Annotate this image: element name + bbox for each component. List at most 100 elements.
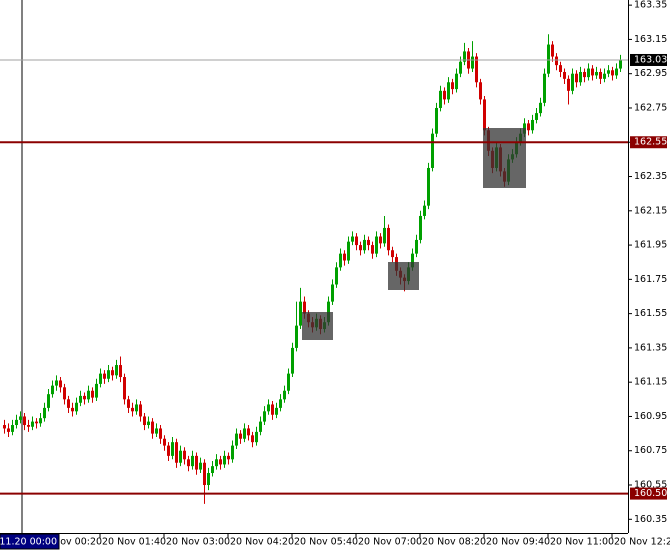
candle-body xyxy=(415,239,418,254)
candle-body xyxy=(299,301,302,326)
candle-body xyxy=(443,90,446,100)
candle-body xyxy=(375,236,378,254)
candle-body xyxy=(563,71,566,79)
y-tick-label: 160.75 xyxy=(634,445,667,456)
candle-body xyxy=(11,425,14,432)
candle-body xyxy=(599,71,602,79)
candle-body xyxy=(139,404,142,417)
candle-body xyxy=(175,442,178,463)
candle-body xyxy=(279,399,282,408)
candle-body xyxy=(439,90,442,108)
candle-body xyxy=(559,65,562,72)
candle-body xyxy=(331,284,334,302)
candle-body xyxy=(463,51,466,62)
candle-body xyxy=(187,459,190,467)
candle-body xyxy=(55,380,58,386)
price-level-label: 160.50 xyxy=(634,488,667,499)
candle-body xyxy=(151,421,154,434)
y-tick-label: 162.35 xyxy=(634,171,667,182)
candle-body xyxy=(271,404,274,415)
candle-body xyxy=(391,250,394,258)
x-tick-label: 20 Nov 08:20 xyxy=(422,537,486,548)
crosshair-time-box xyxy=(0,533,60,550)
candle-body xyxy=(567,78,570,91)
candle-body xyxy=(3,425,6,429)
highlight-box xyxy=(388,262,419,290)
candle-body xyxy=(587,68,590,78)
candle-body xyxy=(455,73,458,90)
candle-body xyxy=(203,462,206,486)
candle-body xyxy=(91,390,94,398)
candle-body xyxy=(423,205,426,216)
candle-body xyxy=(303,301,306,314)
x-tick-label: 20 Nov 07:00 xyxy=(358,537,422,548)
candle-body xyxy=(343,253,346,261)
candle-body xyxy=(27,425,30,427)
candle-body xyxy=(15,419,18,426)
candle-body xyxy=(615,68,618,76)
candle-body xyxy=(223,455,226,465)
price-level-box xyxy=(630,136,667,149)
candle-body xyxy=(283,390,286,400)
candle-body xyxy=(611,70,614,76)
candle-body xyxy=(111,370,114,376)
candle-body xyxy=(583,71,586,78)
candle-body xyxy=(167,445,170,456)
highlight-box xyxy=(302,312,333,340)
y-tick-label: 163.35 xyxy=(634,0,667,11)
y-tick-label: 161.55 xyxy=(634,308,667,319)
candle-body xyxy=(23,416,26,426)
candle-body xyxy=(219,459,222,465)
candle-body xyxy=(199,462,202,470)
candle-body xyxy=(359,245,362,251)
y-tick-label: 160.55 xyxy=(634,480,667,491)
candle-body xyxy=(535,113,538,120)
candle-body xyxy=(179,450,182,463)
candle-body xyxy=(259,421,262,432)
candle-body xyxy=(459,61,462,74)
candle-body xyxy=(291,347,294,374)
candle-body xyxy=(59,380,62,388)
candle-body xyxy=(367,239,370,246)
y-tick-label: 162.15 xyxy=(634,205,667,216)
y-tick-label: 161.95 xyxy=(634,240,667,251)
candle-body xyxy=(215,459,218,467)
candle-body xyxy=(195,455,198,470)
x-tick-label: 20 Nov 12:20 xyxy=(614,537,670,548)
candle-body xyxy=(471,56,474,69)
candle-body xyxy=(435,107,438,134)
candle-body xyxy=(63,387,66,400)
candle-body xyxy=(411,253,414,268)
candle-body xyxy=(123,377,126,400)
candle-body xyxy=(35,421,38,424)
candle-body xyxy=(419,215,422,240)
y-tick-label: 160.95 xyxy=(634,411,667,422)
highlight-box xyxy=(483,128,526,188)
candle-body xyxy=(451,82,454,90)
crosshair-time-label: 7.11.20 00:00 xyxy=(0,537,57,548)
candle-body xyxy=(67,399,70,408)
candle-body xyxy=(51,385,54,395)
candle-body xyxy=(263,411,266,422)
candle-body xyxy=(555,56,558,66)
candle-body xyxy=(539,102,542,114)
y-tick-label: 160.35 xyxy=(634,514,667,525)
candle-body xyxy=(363,239,366,251)
candle-body xyxy=(351,236,354,242)
candle-body xyxy=(147,421,150,426)
candle-body xyxy=(183,450,186,460)
candle-body xyxy=(355,236,358,246)
candle-body xyxy=(431,133,434,168)
candle-body xyxy=(119,365,122,378)
candle-body xyxy=(163,438,166,446)
candle-body xyxy=(235,433,238,446)
candle-body xyxy=(135,404,138,412)
candle-body xyxy=(231,445,234,460)
x-tick-label: 20 Nov 04:20 xyxy=(230,537,294,548)
candle-body xyxy=(7,428,10,432)
candle-body xyxy=(387,227,390,251)
candle-body xyxy=(99,373,102,384)
candle-body xyxy=(427,167,430,206)
